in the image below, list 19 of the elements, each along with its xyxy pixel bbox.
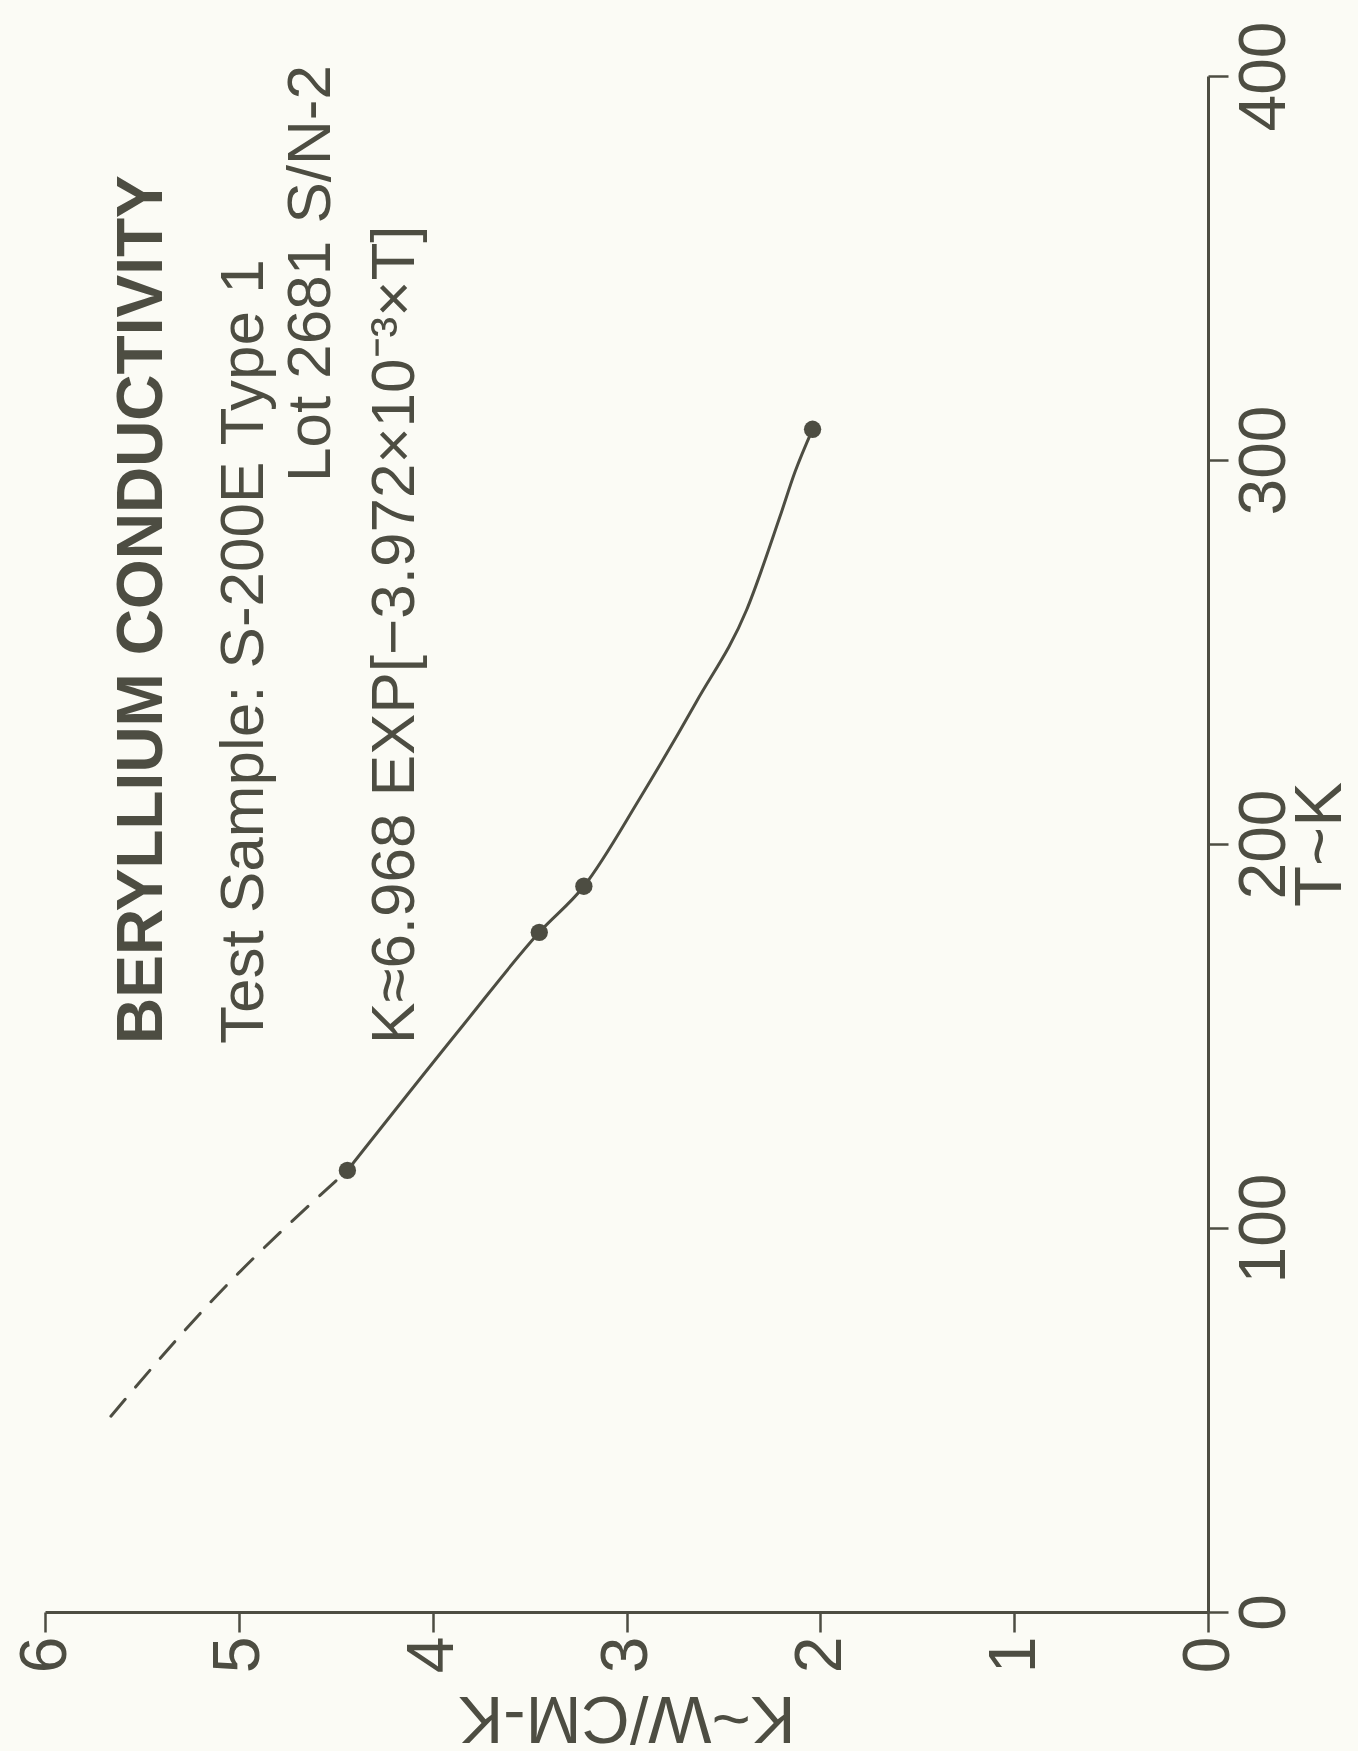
y-tick-label: 400 [1224,21,1299,132]
x-tick-label: 5 [199,1636,274,1674]
text: BERYLLIUM CONDUCTIVITY [104,175,176,1044]
y-tick-label: 300 [1224,405,1299,516]
annotation: K≈6.968 EXP[−3.972×10⁻³×T] [358,225,427,1044]
point [575,877,593,895]
x-tick-label: 3 [587,1636,661,1674]
x-tick-label: 0 [1168,1636,1243,1674]
point [530,923,548,941]
x-tick-label: 6 [5,1636,80,1674]
x-tick-label: 4 [393,1636,468,1674]
x-tick-label: 2 [780,1636,855,1674]
x-tick-label: 1 [974,1636,1049,1674]
annotation: Test Sample: S-200E Type 1 [207,259,276,1044]
x-axis-title: K~W/CM-K [458,1682,796,1751]
y-tick-label: 0 [1224,1594,1299,1631]
point [338,1161,357,1180]
y-tick-label: 100 [1224,1173,1299,1284]
point [803,420,822,438]
